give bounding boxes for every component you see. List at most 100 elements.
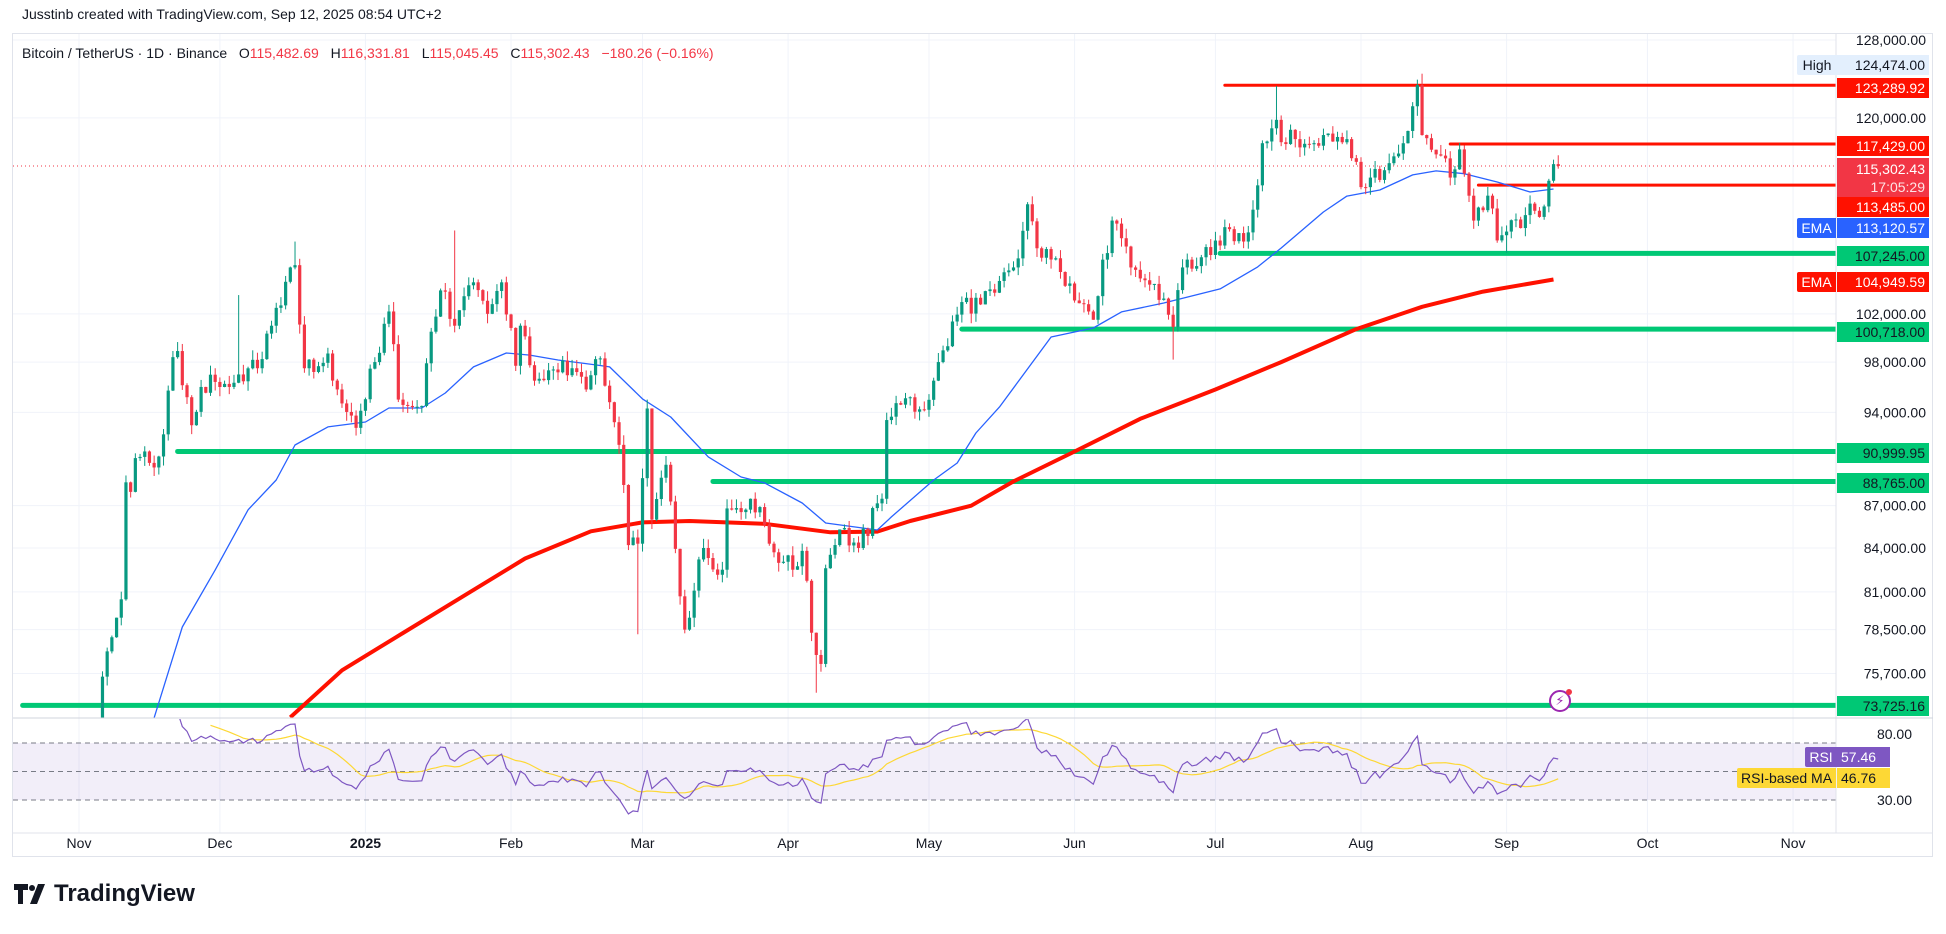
candle-up <box>734 508 739 510</box>
lightning-alert-icon[interactable]: ⚡︎ <box>1549 689 1572 712</box>
candle-down <box>147 451 152 463</box>
candle-up <box>974 297 978 314</box>
candle-down <box>406 404 410 406</box>
symbol-name[interactable]: Bitcoin / TetherUS · 1D · Binance <box>22 45 228 61</box>
candle-up <box>570 368 574 376</box>
candle-down <box>1171 314 1175 327</box>
candle-down <box>542 378 546 381</box>
candle-up <box>997 280 1002 293</box>
price-tick-label: 78,500.00 <box>1864 622 1926 638</box>
candle-up <box>1068 283 1072 286</box>
candle-up <box>1504 231 1509 236</box>
candle-up <box>500 282 504 291</box>
candle-up <box>955 314 959 322</box>
candle-down <box>1209 247 1213 255</box>
time-tick-label: Jun <box>1063 835 1086 851</box>
candle-up <box>1007 270 1011 273</box>
candle-down <box>523 325 527 337</box>
level-tag-73725[interactable]: 73,725.16 <box>1837 696 1929 716</box>
level-tag-113485[interactable]: 113,485.00 <box>1837 197 1929 217</box>
candle-up <box>781 561 785 563</box>
candle-up <box>326 353 330 363</box>
candle-down <box>1533 203 1537 211</box>
level-tag-88765[interactable]: 88,765.00 <box>1837 473 1929 493</box>
candle-up <box>232 382 236 387</box>
candle-down <box>1434 149 1438 155</box>
candle-down <box>805 550 809 581</box>
candle-down <box>152 462 156 468</box>
ema200-name-tag: EMA <box>1797 272 1836 292</box>
price-tick-label: 87,000.00 <box>1864 498 1926 514</box>
candle-down <box>1279 119 1283 143</box>
level-tag-117429[interactable]: 117,429.00 <box>1837 136 1929 156</box>
candle-down <box>1481 207 1485 211</box>
candle-down <box>410 405 415 408</box>
symbol-legend: Bitcoin / TetherUS · 1D · Binance O115,4… <box>22 45 722 61</box>
candle-up <box>1528 203 1532 216</box>
candle-down <box>1072 283 1077 301</box>
candle-down <box>481 290 485 301</box>
last-price: 115,302.43 <box>1855 161 1925 177</box>
candle-down <box>218 381 222 387</box>
candle-down <box>298 265 302 325</box>
candle-up <box>288 267 292 282</box>
candle-down <box>227 383 231 387</box>
candle-up <box>1002 272 1006 281</box>
candle-up <box>260 359 264 369</box>
time-tick-label: Aug <box>1349 835 1374 851</box>
candle-up <box>795 566 800 570</box>
candle-down <box>556 369 560 373</box>
time-tick-label: Mar <box>630 835 654 851</box>
candle-up <box>495 290 499 305</box>
candle-down <box>1284 142 1288 145</box>
candle-down <box>791 555 795 570</box>
rsi-band <box>13 742 1836 801</box>
candle-down <box>767 524 771 544</box>
candle-up <box>1500 235 1504 241</box>
candle-up <box>1453 169 1457 178</box>
candle-down <box>763 507 767 525</box>
candle-down <box>453 318 457 326</box>
level-tag-90999[interactable]: 90,999.95 <box>1837 443 1929 463</box>
last-price-tag: 115,302.43 17:05:29 <box>1837 158 1929 198</box>
candle-down <box>1378 168 1382 180</box>
candle-down <box>1242 233 1246 242</box>
candle-up <box>368 368 372 400</box>
candle-down <box>448 291 452 319</box>
candle-up <box>1176 290 1180 327</box>
level-tag-100718[interactable]: 100,718.00 <box>1837 322 1929 342</box>
horizontal-levels[interactable] <box>13 83 1836 708</box>
candle-up <box>1195 266 1199 269</box>
candle-up <box>1312 143 1316 145</box>
candle-up <box>697 559 701 591</box>
candle-up <box>875 503 879 509</box>
candle-up <box>1044 249 1048 258</box>
level-tag-107245[interactable]: 107,245.00 <box>1837 246 1929 266</box>
candle-up <box>176 351 180 358</box>
candle-down <box>650 408 654 520</box>
candle-up <box>377 352 382 363</box>
tradingview-logo[interactable]: TradingView <box>14 880 195 908</box>
candle-down <box>485 300 490 314</box>
open-label: O <box>238 45 250 61</box>
candle-down <box>1049 249 1053 260</box>
candle-up <box>1411 106 1415 131</box>
candle-up <box>307 359 311 369</box>
candle-down <box>345 403 349 412</box>
candle-down <box>180 351 184 386</box>
candle-up <box>1101 259 1105 297</box>
candle-up <box>687 617 692 630</box>
candle-up <box>1152 283 1156 285</box>
change-value: −180.26 (−0.16%) <box>601 45 714 61</box>
candle-down <box>669 464 673 502</box>
level-tag-123289[interactable]: 123,289.92 <box>1837 78 1929 98</box>
candle-up <box>551 369 555 371</box>
candle-up <box>1204 247 1208 258</box>
high-value-tag: 124,474.00 <box>1837 55 1929 75</box>
candle-up <box>861 528 865 548</box>
rsi-name-tag: RSI <box>1805 747 1837 767</box>
price-tick-label: 81,000.00 <box>1864 584 1926 600</box>
candle-up <box>166 390 170 435</box>
candle-down <box>716 569 720 575</box>
